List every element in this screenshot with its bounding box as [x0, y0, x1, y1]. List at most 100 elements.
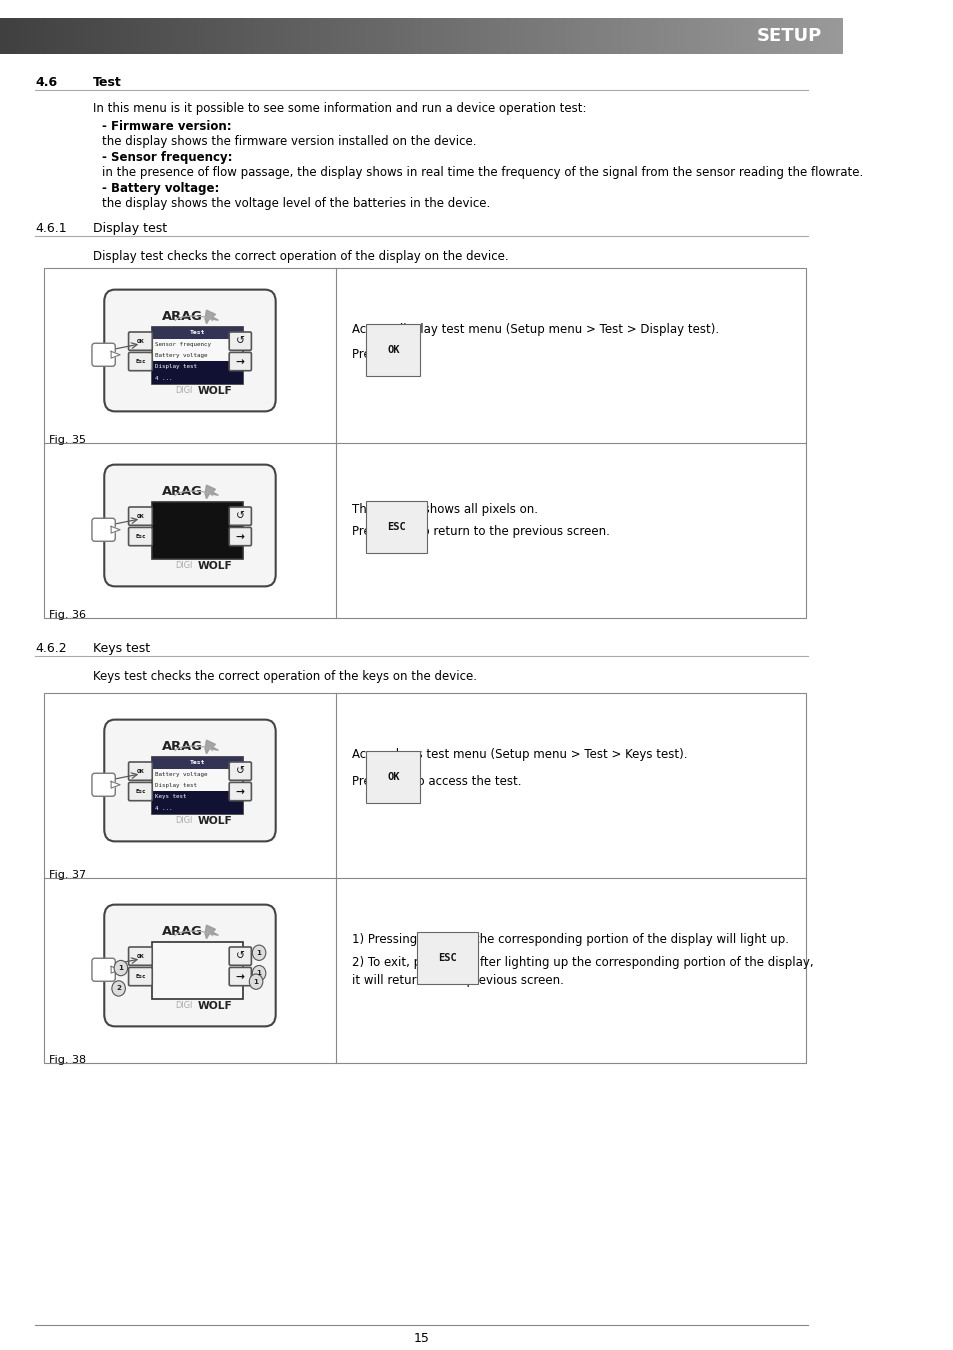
Bar	[427, 18, 431, 54]
Bar	[615, 18, 618, 54]
Bar	[20, 18, 23, 54]
FancyBboxPatch shape	[129, 783, 152, 801]
Bar	[132, 18, 135, 54]
Text: Press: Press	[352, 348, 386, 360]
Text: Sensor frequency: Sensor frequency	[154, 342, 211, 347]
Text: 4.6.2: 4.6.2	[35, 643, 67, 655]
Bar	[590, 18, 593, 54]
Bar	[730, 18, 734, 54]
Bar	[81, 18, 85, 54]
Bar	[837, 18, 841, 54]
Bar	[457, 18, 461, 54]
Bar	[297, 18, 301, 54]
Text: 15: 15	[413, 1331, 429, 1345]
Bar	[115, 18, 119, 54]
Bar	[525, 18, 529, 54]
Bar	[440, 18, 444, 54]
FancyBboxPatch shape	[129, 761, 152, 780]
Bar	[522, 18, 526, 54]
Bar	[267, 18, 271, 54]
Text: WOLF: WOLF	[197, 1000, 232, 1011]
Bar	[292, 18, 295, 54]
Bar	[335, 18, 337, 54]
Bar	[211, 18, 214, 54]
Bar	[603, 18, 607, 54]
Text: OK: OK	[136, 953, 144, 958]
Bar	[152, 942, 242, 999]
Bar	[374, 18, 377, 54]
Bar	[814, 18, 818, 54]
Bar	[800, 18, 803, 54]
Bar	[152, 18, 155, 54]
Bar	[283, 18, 287, 54]
Text: →: →	[235, 532, 245, 541]
Bar	[59, 18, 63, 54]
Bar	[222, 18, 226, 54]
Text: to return to the previous screen.: to return to the previous screen.	[413, 525, 609, 539]
Bar	[314, 18, 318, 54]
Bar	[486, 18, 489, 54]
Bar	[23, 18, 26, 54]
Bar	[205, 18, 209, 54]
Bar	[508, 18, 512, 54]
Bar	[44, 269, 805, 618]
Bar	[651, 18, 655, 54]
Text: 4.6.1: 4.6.1	[35, 221, 67, 235]
Bar	[219, 18, 223, 54]
Bar	[713, 18, 717, 54]
Text: Esc: Esc	[135, 788, 146, 794]
Bar	[744, 18, 747, 54]
Text: Display test: Display test	[154, 364, 196, 370]
Bar	[825, 18, 829, 54]
Bar	[65, 18, 69, 54]
Bar	[241, 18, 245, 54]
Bar	[104, 18, 108, 54]
Bar	[410, 18, 414, 54]
Bar	[502, 18, 506, 54]
Bar	[775, 18, 779, 54]
Text: Test: Test	[190, 760, 205, 765]
Bar	[539, 18, 542, 54]
Bar	[163, 18, 167, 54]
Bar	[701, 18, 705, 54]
Bar	[154, 18, 158, 54]
Text: : after lighting up the corresponding portion of the display,: : after lighting up the corresponding po…	[464, 956, 817, 969]
Bar	[73, 18, 76, 54]
Text: Esc: Esc	[135, 535, 146, 539]
Bar	[233, 18, 236, 54]
Polygon shape	[111, 351, 120, 358]
Bar	[638, 18, 640, 54]
Bar	[811, 18, 815, 54]
Bar	[172, 18, 175, 54]
Bar	[39, 18, 43, 54]
FancyBboxPatch shape	[91, 958, 115, 981]
Text: 1: 1	[118, 965, 123, 971]
Bar	[511, 18, 515, 54]
Bar	[118, 18, 122, 54]
Bar	[769, 18, 773, 54]
Bar	[463, 18, 467, 54]
Bar	[312, 18, 315, 54]
Bar	[531, 18, 535, 54]
Bar	[494, 18, 497, 54]
Bar	[152, 502, 242, 559]
Text: OK: OK	[136, 339, 144, 344]
FancyBboxPatch shape	[104, 464, 275, 586]
Text: The display shows all pixels on.: The display shows all pixels on.	[352, 504, 537, 516]
Bar	[180, 18, 183, 54]
Bar	[802, 18, 806, 54]
Text: OK: OK	[387, 346, 399, 355]
Text: OK: OK	[387, 772, 399, 782]
Bar	[202, 18, 206, 54]
Text: ARAG: ARAG	[162, 740, 203, 753]
Bar	[6, 18, 10, 54]
Bar	[273, 18, 276, 54]
Bar	[213, 18, 217, 54]
Text: it will return to the previous screen.: it will return to the previous screen.	[352, 973, 563, 987]
Bar	[404, 18, 408, 54]
Bar	[541, 18, 545, 54]
Text: Esc: Esc	[135, 359, 146, 364]
Bar	[365, 18, 369, 54]
Bar	[795, 18, 798, 54]
Text: Keys test checks the correct operation of the keys on the device.: Keys test checks the correct operation o…	[92, 670, 476, 683]
